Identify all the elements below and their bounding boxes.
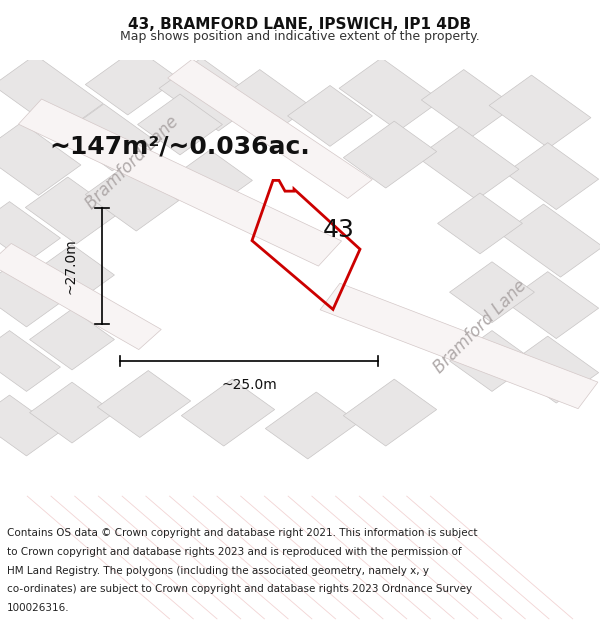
Polygon shape	[159, 58, 261, 131]
Text: Bramford Lane: Bramford Lane	[82, 113, 182, 213]
Polygon shape	[339, 58, 441, 131]
Polygon shape	[0, 395, 61, 456]
Polygon shape	[85, 48, 179, 115]
Text: Map shows position and indicative extent of the property.: Map shows position and indicative extent…	[120, 30, 480, 43]
Polygon shape	[417, 127, 519, 199]
Polygon shape	[320, 283, 598, 409]
Text: ~25.0m: ~25.0m	[221, 378, 277, 392]
Polygon shape	[29, 309, 115, 370]
Polygon shape	[0, 122, 81, 196]
Polygon shape	[0, 55, 103, 134]
Polygon shape	[505, 336, 599, 403]
Polygon shape	[265, 392, 359, 459]
Polygon shape	[85, 164, 179, 231]
Text: ~27.0m: ~27.0m	[64, 239, 78, 294]
Polygon shape	[449, 262, 535, 322]
Polygon shape	[287, 86, 373, 146]
Polygon shape	[0, 331, 61, 391]
Text: to Crown copyright and database rights 2023 and is reproduced with the permissio: to Crown copyright and database rights 2…	[7, 547, 462, 557]
Text: ~147m²/~0.036ac.: ~147m²/~0.036ac.	[50, 134, 310, 158]
Polygon shape	[505, 272, 599, 339]
Text: 43: 43	[323, 218, 355, 242]
Polygon shape	[489, 75, 591, 148]
Polygon shape	[343, 379, 437, 446]
Polygon shape	[168, 59, 372, 198]
Polygon shape	[97, 371, 191, 438]
Polygon shape	[137, 94, 223, 155]
Text: HM Land Registry. The polygons (including the associated geometry, namely x, y: HM Land Registry. The polygons (includin…	[7, 566, 429, 576]
Polygon shape	[217, 69, 311, 136]
Text: 43, BRAMFORD LANE, IPSWICH, IP1 4DB: 43, BRAMFORD LANE, IPSWICH, IP1 4DB	[128, 17, 472, 32]
Polygon shape	[343, 121, 437, 188]
Polygon shape	[29, 244, 115, 306]
Polygon shape	[167, 150, 253, 211]
Text: Contains OS data © Crown copyright and database right 2021. This information is : Contains OS data © Crown copyright and d…	[7, 528, 478, 538]
Polygon shape	[421, 69, 515, 136]
Polygon shape	[29, 382, 115, 443]
Polygon shape	[501, 204, 600, 277]
Polygon shape	[181, 379, 275, 446]
Text: 100026316.: 100026316.	[7, 603, 70, 613]
Polygon shape	[449, 331, 535, 391]
Text: Bramford Lane: Bramford Lane	[430, 276, 530, 377]
Polygon shape	[61, 104, 155, 171]
Text: co-ordinates) are subject to Crown copyright and database rights 2023 Ordnance S: co-ordinates) are subject to Crown copyr…	[7, 584, 472, 594]
Polygon shape	[0, 243, 161, 349]
Polygon shape	[505, 142, 599, 209]
Polygon shape	[25, 177, 119, 244]
Polygon shape	[437, 193, 523, 254]
Polygon shape	[0, 202, 61, 262]
Polygon shape	[0, 266, 61, 327]
Polygon shape	[19, 99, 341, 266]
